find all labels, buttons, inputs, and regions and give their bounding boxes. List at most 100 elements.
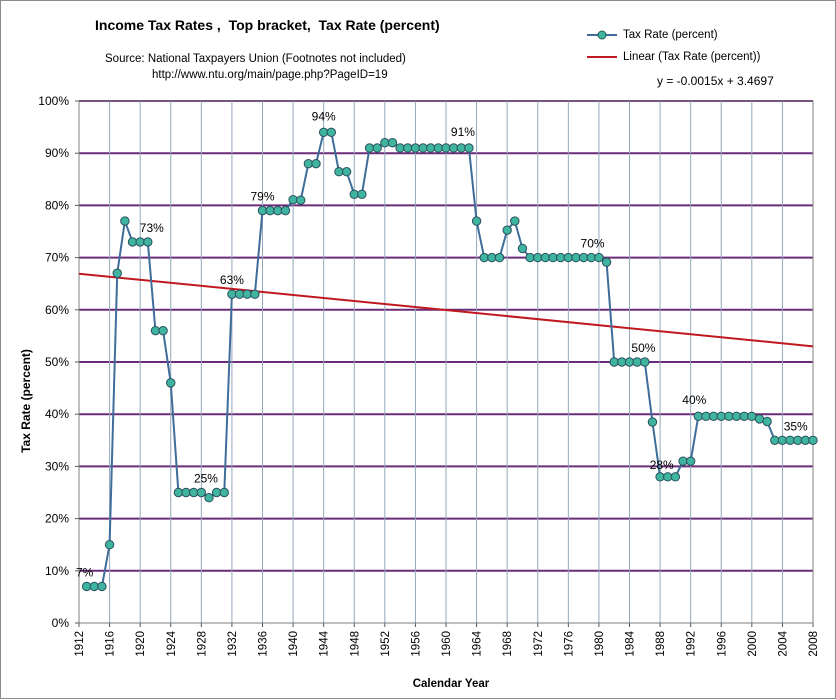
y-tick-label: 0% (52, 616, 70, 630)
data-point (785, 435, 795, 445)
x-tick-label: 1992 (686, 631, 698, 657)
data-point (318, 127, 329, 138)
data-point (433, 143, 444, 153)
x-tick-label: 1996 (716, 631, 728, 657)
data-point (670, 472, 681, 482)
data-point (372, 143, 382, 153)
data-point (770, 435, 780, 445)
data-point (800, 435, 811, 445)
data-label: 35% (784, 419, 808, 433)
data-point (112, 268, 122, 278)
data-point (97, 581, 107, 592)
data-point (647, 417, 658, 427)
y-tick-label: 40% (45, 407, 69, 421)
y-tick-label: 90% (45, 146, 69, 160)
data-label: 63% (220, 273, 244, 287)
data-point (548, 252, 558, 263)
data-point (464, 143, 474, 153)
y-tick-label: 50% (45, 355, 69, 369)
data-label: 50% (631, 341, 655, 355)
data-point (739, 411, 749, 421)
data-point (609, 357, 619, 367)
y-tick-label: 20% (45, 512, 69, 526)
data-point (211, 487, 222, 498)
data-point (280, 205, 291, 216)
data-point (135, 237, 145, 247)
data-point (311, 158, 321, 169)
data-point (555, 252, 566, 263)
x-tick-label: 1920 (135, 631, 147, 657)
legend-item-linear: Linear (Tax Rate (percent)) (587, 51, 760, 63)
data-point (617, 357, 627, 367)
data-point (693, 411, 704, 421)
data-label: 70% (581, 237, 605, 251)
x-tick-label: 1980 (594, 631, 606, 657)
x-tick-label: 1976 (563, 631, 575, 657)
x-tick-label: 2000 (747, 631, 759, 657)
data-point (219, 487, 229, 498)
legend-trendline-icon (587, 56, 617, 58)
data-point (487, 252, 497, 263)
data-point (227, 289, 237, 299)
data-point (250, 289, 260, 299)
x-axis-label: Calendar Year (412, 678, 490, 690)
data-point (808, 435, 818, 445)
y-tick-label: 70% (45, 251, 69, 265)
trendline-equation: y = -0.0015x + 3.4697 (657, 74, 774, 88)
data-point (166, 378, 176, 388)
data-point (640, 357, 650, 367)
x-tick-label: 1924 (166, 630, 178, 656)
data-point (678, 456, 688, 466)
data-label: 25% (194, 472, 218, 486)
x-tick-label: 1964 (472, 630, 484, 656)
legend-label-linear: Linear (Tax Rate (percent)) (623, 51, 761, 63)
data-point (81, 581, 92, 592)
data-point (387, 138, 398, 148)
data-point (777, 435, 788, 445)
x-tick-label: 1956 (410, 631, 422, 657)
data-point (448, 143, 459, 153)
y-tick-label: 80% (45, 198, 69, 212)
data-point (257, 205, 268, 216)
x-tick-label: 1944 (319, 630, 331, 656)
data-point (716, 411, 726, 421)
y-tick-label: 10% (45, 564, 69, 578)
data-point (303, 158, 314, 169)
y-tick-label: 30% (45, 459, 69, 473)
data-point (502, 225, 512, 235)
data-point (196, 487, 207, 498)
data-point (120, 216, 130, 226)
data-point (418, 143, 428, 153)
data-point (395, 143, 405, 153)
x-tick-label: 1984 (625, 630, 637, 656)
data-point (326, 127, 337, 138)
data-point (296, 195, 306, 205)
data-point (594, 252, 604, 263)
data-point (273, 205, 283, 216)
data-point (403, 143, 413, 153)
x-tick-label: 1936 (258, 631, 270, 657)
data-point (708, 411, 719, 421)
data-label: 73% (140, 221, 164, 235)
x-tick-label: 1940 (288, 631, 300, 657)
data-point (349, 189, 359, 199)
legend-label-tax-rate: Tax Rate (percent) (623, 29, 718, 41)
x-tick-label: 1988 (655, 631, 667, 657)
data-point (288, 194, 298, 205)
data-point (150, 325, 161, 336)
y-tick-label: 60% (45, 303, 69, 317)
data-point (724, 411, 734, 421)
data-point (234, 289, 245, 299)
data-point (380, 138, 390, 148)
chart-subtitle: Source: National Taxpayers Union (Footno… (105, 53, 406, 65)
legend-item-tax-rate: Tax Rate (percent) (587, 29, 718, 41)
data-point (494, 252, 505, 263)
data-point (793, 435, 803, 445)
data-point (143, 237, 153, 247)
data-point (471, 216, 482, 226)
data-point (685, 456, 696, 466)
x-tick-label: 1916 (105, 631, 117, 657)
legend-marker-line-icon (587, 30, 617, 40)
data-point (624, 357, 635, 367)
